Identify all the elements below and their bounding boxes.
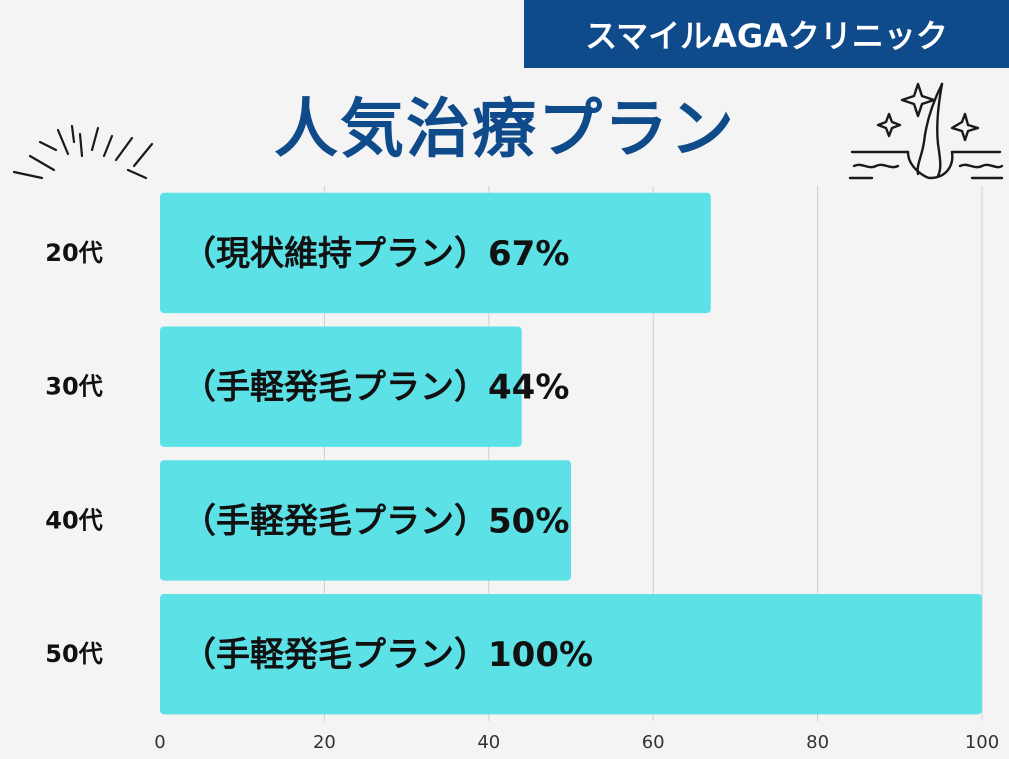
category-label: 40代 [45, 506, 102, 534]
bar-4 [160, 593, 982, 715]
x-tick-label: 40 [477, 732, 500, 753]
bar-data-label: （手軽発毛プラン）50% [182, 501, 569, 541]
category-label: 50代 [45, 640, 102, 668]
bar-data-label: （手軽発毛プラン）44% [182, 368, 569, 408]
bar-3 [160, 460, 571, 581]
x-tick-label: 20 [313, 732, 336, 753]
x-tick-label: 100 [965, 732, 999, 753]
category-label: 20代 [45, 239, 102, 267]
category-label: 30代 [45, 373, 102, 401]
x-tick-label: 0 [154, 732, 165, 753]
x-tick-label: 60 [642, 732, 665, 753]
bar-1 [160, 192, 711, 314]
bar-data-label: （現状維持プラン）67% [182, 234, 569, 274]
brand-banner: スマイルAGAクリニック [524, 0, 1009, 68]
hair-follicle-sparkle-icon [848, 82, 1004, 180]
brand-name: スマイルAGAクリニック [585, 17, 948, 55]
x-tick-label: 80 [806, 732, 829, 753]
sparkle-burst-icon [12, 124, 154, 180]
bar-2 [160, 326, 522, 447]
bar-data-label: （手軽発毛プラン）100% [182, 635, 593, 675]
page-title: 人気治療プラン [274, 93, 736, 167]
